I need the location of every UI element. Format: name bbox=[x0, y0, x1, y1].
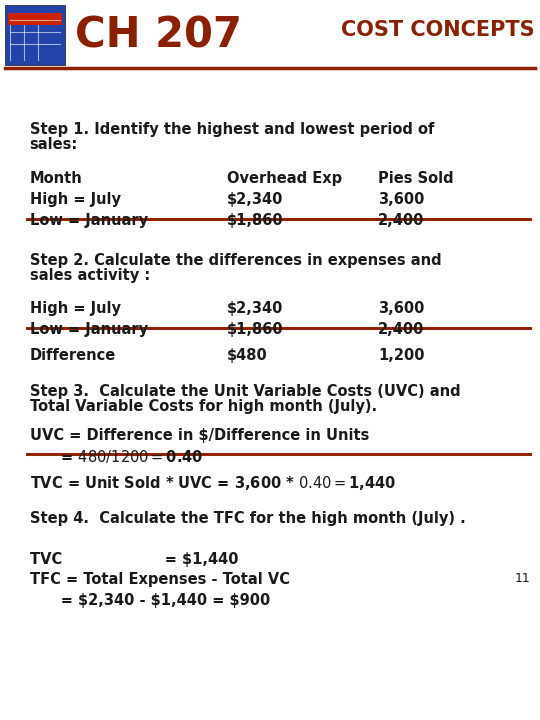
Text: sales:: sales: bbox=[30, 137, 78, 152]
Text: TFC = Total Expenses - Total VC: TFC = Total Expenses - Total VC bbox=[30, 572, 289, 588]
Text: sales activity :: sales activity : bbox=[30, 268, 150, 283]
Text: Step 2. Calculate the differences in expenses and: Step 2. Calculate the differences in exp… bbox=[30, 253, 441, 269]
Text: $2,340: $2,340 bbox=[227, 301, 283, 316]
Text: Step 4.  Calculate the TFC for the high month (July) .: Step 4. Calculate the TFC for the high m… bbox=[30, 511, 465, 526]
Text: COST CONCEPTS: COST CONCEPTS bbox=[341, 20, 535, 40]
Text: $1,860: $1,860 bbox=[227, 213, 284, 228]
Text: High = July: High = July bbox=[30, 192, 121, 207]
Text: Step 1. Identify the highest and lowest period of: Step 1. Identify the highest and lowest … bbox=[30, 122, 434, 138]
Text: UVC = Difference in $/Difference in Units: UVC = Difference in $/Difference in Unit… bbox=[30, 428, 369, 444]
Text: $1,860: $1,860 bbox=[227, 322, 284, 337]
Text: 3,600: 3,600 bbox=[378, 192, 424, 207]
Text: Month: Month bbox=[30, 171, 83, 186]
Text: Total Variable Costs for high month (July).: Total Variable Costs for high month (Jul… bbox=[30, 399, 377, 414]
FancyBboxPatch shape bbox=[5, 5, 65, 65]
Text: Low = January: Low = January bbox=[30, 213, 148, 228]
Text: = $2,340 - $1,440 = $900: = $2,340 - $1,440 = $900 bbox=[30, 593, 270, 608]
Text: TVC                    = $1,440: TVC = $1,440 bbox=[30, 552, 238, 567]
Text: Difference: Difference bbox=[30, 348, 116, 364]
Text: 11: 11 bbox=[514, 572, 530, 585]
Text: TVC = Unit Sold * UVC = 3,600 * $0.40 =  $1,440: TVC = Unit Sold * UVC = 3,600 * $0.40 = … bbox=[30, 474, 396, 492]
Text: = $480/1200 = $0.40: = $480/1200 = $0.40 bbox=[30, 448, 203, 465]
Text: CH 207: CH 207 bbox=[75, 15, 242, 57]
Text: $2,340: $2,340 bbox=[227, 192, 283, 207]
Text: Step 3.  Calculate the Unit Variable Costs (UVC) and: Step 3. Calculate the Unit Variable Cost… bbox=[30, 384, 460, 400]
Text: High = July: High = July bbox=[30, 301, 121, 316]
Text: 3,600: 3,600 bbox=[378, 301, 424, 316]
Text: Pies Sold: Pies Sold bbox=[378, 171, 454, 186]
FancyBboxPatch shape bbox=[8, 13, 62, 25]
Text: 2,400: 2,400 bbox=[378, 322, 424, 337]
Text: Overhead Exp: Overhead Exp bbox=[227, 171, 342, 186]
Text: $480: $480 bbox=[227, 348, 267, 364]
Text: 1,200: 1,200 bbox=[378, 348, 424, 364]
Text: 2,400: 2,400 bbox=[378, 213, 424, 228]
Text: Low = January: Low = January bbox=[30, 322, 148, 337]
